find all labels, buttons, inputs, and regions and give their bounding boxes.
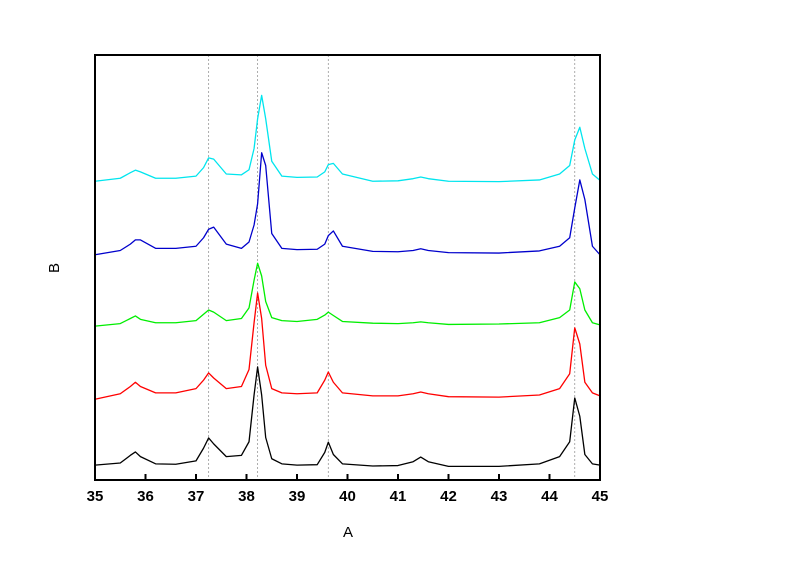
x-tick-label: 41 — [390, 488, 407, 505]
plot-frame — [94, 54, 601, 481]
x-axis-label: A — [343, 524, 353, 541]
x-tick-label: 35 — [87, 488, 104, 505]
x-tick-label: 44 — [541, 488, 558, 505]
y-axis-label: B — [46, 263, 63, 273]
x-tick-label: 43 — [491, 488, 508, 505]
x-tick-label: 36 — [137, 488, 154, 505]
series-line — [94, 94, 601, 183]
x-tick-label: 39 — [289, 488, 306, 505]
x-tick-label: 38 — [238, 488, 255, 505]
x-tick-label: 40 — [339, 488, 356, 505]
x-tick-label: 45 — [592, 488, 609, 505]
x-tick-label: 37 — [188, 488, 205, 505]
series-line — [94, 152, 601, 256]
series-line — [94, 366, 601, 468]
series-line — [94, 292, 601, 400]
series-line — [94, 262, 601, 327]
x-tick-label: 42 — [440, 488, 457, 505]
